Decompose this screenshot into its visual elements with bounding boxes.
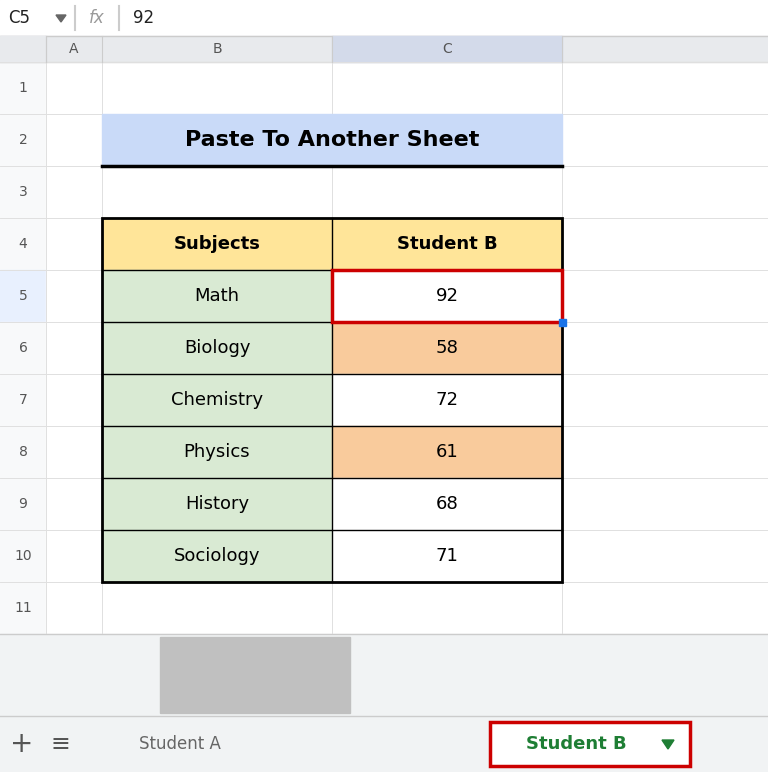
Text: 5: 5 (18, 289, 28, 303)
Text: Math: Math (194, 287, 240, 305)
Bar (0, 634, 768, 716)
Text: 6: 6 (18, 341, 28, 355)
Text: 11: 11 (14, 601, 32, 615)
Bar (46, 114, 768, 166)
Text: 8: 8 (18, 445, 28, 459)
Text: 61: 61 (435, 443, 458, 461)
Text: B: B (212, 42, 222, 56)
Bar (0, 114, 46, 166)
Bar (0, 322, 46, 374)
Text: 71: 71 (435, 547, 458, 565)
Bar (46, 166, 768, 218)
Text: Subjects: Subjects (174, 235, 260, 253)
Text: Student B: Student B (397, 235, 498, 253)
Bar (332, 478, 562, 530)
Bar (332, 322, 562, 374)
Text: A: A (69, 42, 79, 56)
Bar (46, 270, 768, 322)
Bar (0, 582, 46, 634)
Bar (46, 62, 768, 114)
Text: 58: 58 (435, 339, 458, 357)
Text: 10: 10 (14, 549, 31, 563)
Bar (160, 637, 350, 713)
Bar (102, 114, 562, 166)
Text: +: + (10, 730, 34, 758)
Bar (332, 530, 562, 582)
Text: Physics: Physics (184, 443, 250, 461)
Text: 3: 3 (18, 185, 28, 199)
Bar (102, 530, 332, 582)
Text: Student B: Student B (525, 735, 627, 753)
Bar (0, 270, 46, 322)
Bar (490, 722, 690, 766)
Bar (332, 36, 562, 62)
Text: Biology: Biology (184, 339, 250, 357)
Bar (46, 582, 768, 634)
Polygon shape (662, 740, 674, 749)
Bar (0, 218, 46, 270)
Bar (0, 0, 768, 36)
Bar (102, 270, 332, 322)
Bar (0, 374, 46, 426)
Bar (46, 374, 768, 426)
Text: Paste To Another Sheet: Paste To Another Sheet (185, 130, 479, 150)
Text: C5: C5 (8, 9, 30, 27)
Text: 1: 1 (18, 81, 28, 95)
Text: ≡: ≡ (50, 732, 70, 756)
Bar (102, 426, 332, 478)
Text: fx: fx (89, 9, 105, 27)
Bar (46, 218, 768, 270)
Bar (0, 716, 768, 772)
Text: Chemistry: Chemistry (171, 391, 263, 409)
Text: History: History (185, 495, 249, 513)
Bar (332, 374, 562, 426)
Text: 68: 68 (435, 495, 458, 513)
Bar (0, 36, 46, 62)
Bar (102, 478, 332, 530)
Text: 92: 92 (435, 287, 458, 305)
Bar (490, 722, 690, 766)
Bar (46, 530, 768, 582)
Bar (46, 322, 768, 374)
Bar (0, 36, 768, 62)
Bar (0, 478, 46, 530)
Bar (332, 270, 562, 322)
Bar (0, 62, 46, 114)
Text: Student A: Student A (139, 735, 221, 753)
Polygon shape (56, 15, 66, 22)
Text: C: C (442, 42, 452, 56)
Text: 2: 2 (18, 133, 28, 147)
Text: 9: 9 (18, 497, 28, 511)
Text: 92: 92 (133, 9, 154, 27)
Bar (332, 270, 562, 322)
Bar (46, 426, 768, 478)
Bar (102, 218, 332, 270)
Bar (332, 218, 562, 270)
Bar (46, 478, 768, 530)
Text: 7: 7 (18, 393, 28, 407)
Bar (102, 218, 562, 582)
Text: Sociology: Sociology (174, 547, 260, 565)
Bar (558, 319, 565, 326)
Bar (0, 530, 46, 582)
Text: 72: 72 (435, 391, 458, 409)
Bar (102, 374, 332, 426)
Bar (0, 166, 46, 218)
Bar (102, 322, 332, 374)
Bar (332, 426, 562, 478)
Text: 4: 4 (18, 237, 28, 251)
Bar (0, 426, 46, 478)
